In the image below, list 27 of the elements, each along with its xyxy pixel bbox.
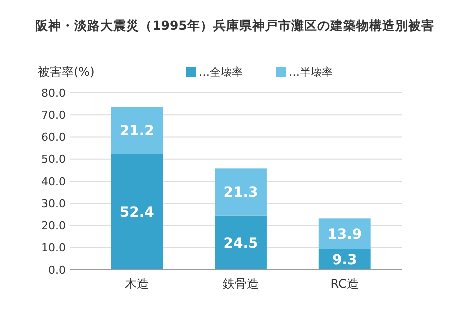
x-tick-label: 木造 <box>125 277 150 291</box>
y-tick-label: 40.0 <box>42 175 66 188</box>
x-tick-label: 鉄骨造 <box>223 277 259 291</box>
y-tick-label: 50.0 <box>42 153 66 166</box>
y-tick-label: 30.0 <box>42 197 66 210</box>
legend-label: …半壊率 <box>289 66 333 79</box>
x-tick-label: RC造 <box>330 277 359 291</box>
y-tick-label: 0.0 <box>48 264 66 277</box>
data-label: 9.3 <box>332 252 358 269</box>
y-tick-label: 20.0 <box>42 220 66 233</box>
bar <box>215 216 267 270</box>
legend-label: …全壊率 <box>199 66 243 79</box>
y-tick-label: 70.0 <box>42 108 66 122</box>
y-tick-label: 60.0 <box>42 131 66 144</box>
bar <box>111 154 164 270</box>
data-label: 21.2 <box>120 124 154 140</box>
data-label: 52.4 <box>120 204 155 221</box>
y-tick-label: 10.0 <box>42 242 66 255</box>
bar <box>215 168 267 216</box>
y-tick-label: 80.0 <box>42 86 66 100</box>
bar <box>111 107 164 154</box>
data-label: 13.9 <box>328 226 362 243</box>
y-axis-title: 被害率(%) <box>38 65 95 79</box>
chart-title: 阪神・淡路大震災（1995年）兵庫県神戸市灘区の建築物構造別被害 <box>36 18 434 33</box>
data-label: 24.5 <box>224 236 258 252</box>
bar <box>318 218 371 250</box>
data-label: 21.3 <box>224 185 258 202</box>
